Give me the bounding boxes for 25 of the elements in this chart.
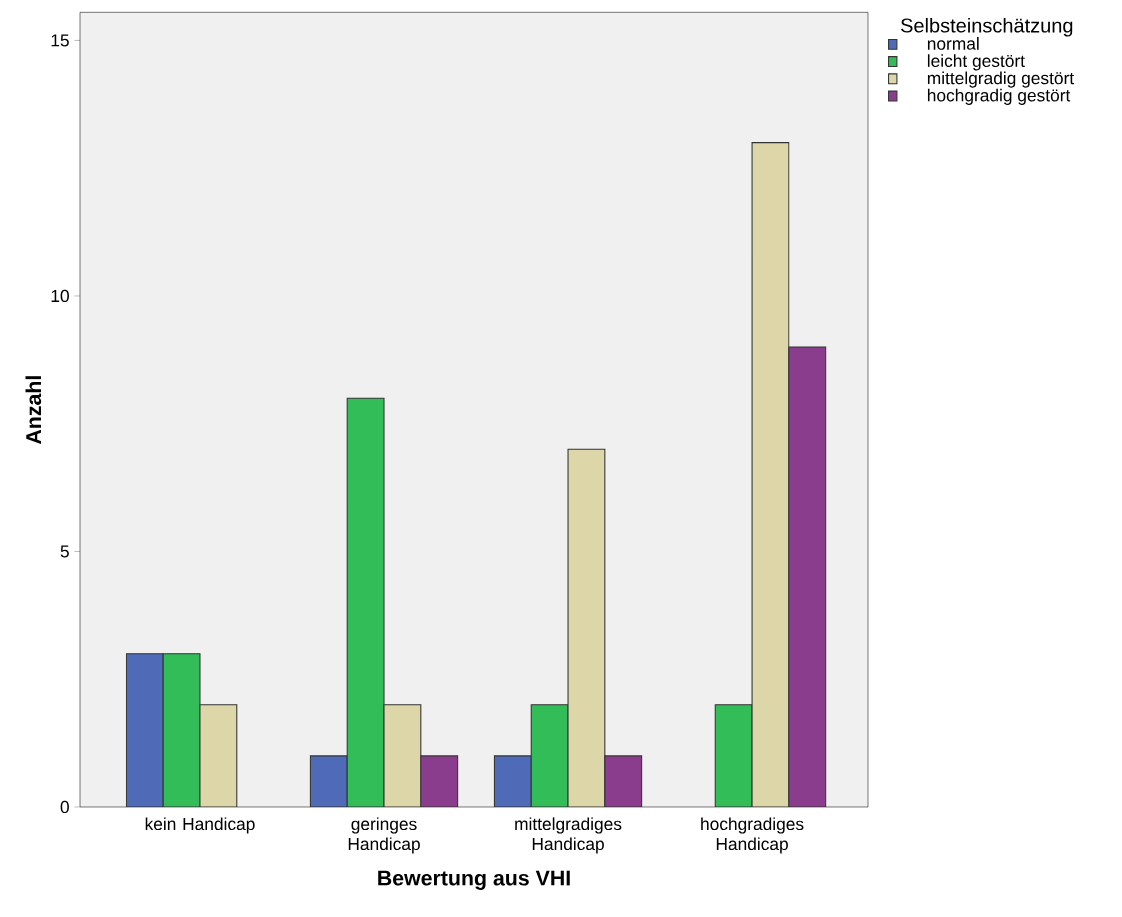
bar [493,755,532,807]
x-tick-label: kein Handicap [145,817,255,834]
x-tick-label: geringes Handicap [348,817,420,854]
legend-label: hochgradig gestört [927,88,1071,105]
bar [309,755,348,807]
y-axis-title: Anzahl [25,376,42,445]
bar [714,704,753,807]
legend-label: leicht gestört [927,54,1025,71]
legend-title: Selbsteinschätzung [901,17,1073,37]
y-tick-label: 10 [51,289,69,303]
bar [162,653,201,807]
bar [346,397,385,807]
y-tick-label: 15 [51,34,69,47]
x-axis-title: Bewertung aus VHI [378,870,570,890]
x-tick-label: mittelgradiges Handicap [515,817,622,854]
bar [788,346,827,807]
bar [420,755,459,807]
x-tick-label: hochgradiges Handicap [701,817,804,854]
bar [530,704,569,807]
legend-label: normal [927,37,979,50]
bar [125,653,164,807]
bar [604,755,643,807]
y-tick-label: 5 [60,545,69,558]
y-tick-label: 0 [60,800,69,814]
legend-label: mittelgradig gestört [927,71,1075,88]
